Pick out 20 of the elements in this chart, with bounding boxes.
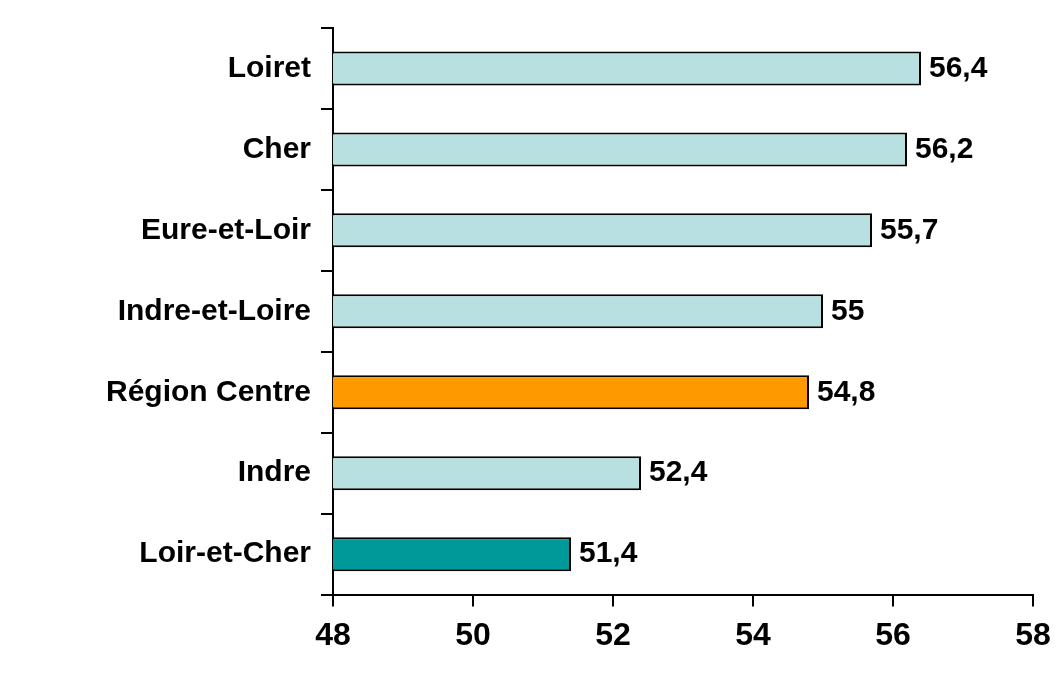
data-label: 54,8 <box>817 373 876 407</box>
data-label: 51,4 <box>579 535 638 569</box>
data-label: 56,4 <box>929 49 988 83</box>
x-tick-label: 52 <box>595 615 631 652</box>
data-label: 55,7 <box>880 211 939 245</box>
x-tick-label: 58 <box>1015 615 1051 652</box>
data-label: 55 <box>831 292 865 326</box>
y-tick-label: Eure-et-Loir <box>140 211 312 245</box>
x-tick-label: 56 <box>875 615 911 652</box>
y-tick-label: Indre <box>237 454 311 488</box>
y-tick-label: Loiret <box>227 49 311 83</box>
x-tick-label: 54 <box>735 615 771 652</box>
x-tick-label: 50 <box>455 615 491 652</box>
x-tick-label: 48 <box>315 615 351 652</box>
data-label: 56,2 <box>915 130 974 164</box>
y-tick-label: Loir-et-Cher <box>139 535 312 569</box>
y-tick-label: Indre-et-Loire <box>117 292 311 326</box>
data-label: 52,4 <box>649 454 708 488</box>
y-tick-label: Cher <box>242 130 312 164</box>
y-tick-label: Région Centre <box>105 373 311 407</box>
